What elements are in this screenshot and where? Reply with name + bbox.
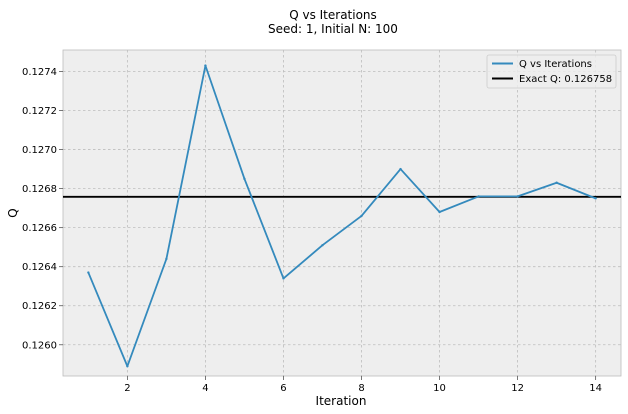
chart-title: Q vs Iterations [289, 8, 377, 22]
x-tick-label: 14 [589, 383, 602, 394]
data-point [282, 277, 285, 280]
data-point [126, 365, 129, 368]
y-tick-label: 0.1268 [22, 184, 57, 195]
y-tick-label: 0.1260 [22, 340, 57, 351]
ticks-layer: 2 4 6 8 10 12 14 0.1260 0.1262 0.1264 0.1266 0.1268… [22, 67, 602, 394]
data-point [243, 177, 246, 181]
data-point [594, 197, 597, 200]
data-point [516, 195, 519, 198]
x-tick-label: 10 [433, 383, 446, 394]
data-point [87, 271, 90, 274]
legend: Q vs Iterations Exact Q: 0.126758 [486, 54, 617, 89]
y-tick-label: 0.1266 [22, 223, 57, 234]
x-tick-label: 2 [124, 383, 130, 394]
data-point [204, 64, 207, 67]
y-tick-label: 0.1272 [22, 106, 57, 117]
y-tick-label: 0.1270 [22, 145, 57, 156]
x-tick-label: 6 [280, 383, 286, 394]
data-point [165, 257, 168, 261]
legend-box [486, 54, 617, 89]
plot-area [62, 49, 622, 377]
chart-subtitle: Seed: 1, Initial N: 100 [268, 22, 398, 36]
y-tick-label: 0.1264 [22, 262, 57, 273]
data-point [477, 195, 480, 198]
data-point [321, 244, 324, 247]
x-tick-label: 12 [511, 383, 524, 394]
data-point [399, 167, 402, 171]
x-axis-label: Iteration [316, 394, 367, 408]
y-tick-label: 0.1274 [22, 67, 57, 78]
legend-label-q-vs-iterations: Q vs Iterations [519, 59, 592, 70]
legend-label-exact-q: Exact Q: 0.126758 [519, 74, 612, 85]
x-tick-label: 8 [358, 383, 364, 394]
data-point [438, 210, 441, 214]
x-tick-label: 4 [202, 383, 208, 394]
series-layer [63, 64, 621, 368]
data-point [555, 181, 558, 184]
y-tick-label: 0.1262 [22, 301, 57, 312]
y-axis-label: Q [6, 208, 20, 217]
data-point [360, 214, 363, 218]
series-line-q-vs-iterations [87, 64, 596, 368]
